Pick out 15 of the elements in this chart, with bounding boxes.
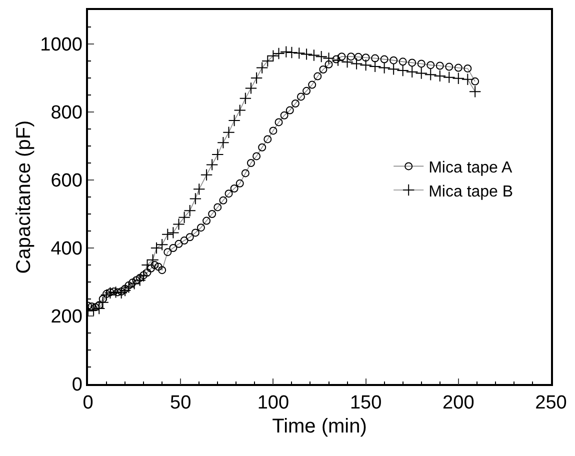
- x-tick-label: 50: [170, 392, 192, 414]
- y-tick-label: 0: [72, 374, 82, 396]
- legend-label: Mica tape B: [428, 183, 514, 200]
- y-axis-title: Capacitance (pF): [13, 120, 36, 274]
- x-tick-label: 200: [442, 392, 474, 414]
- y-tick-label: 600: [50, 170, 82, 192]
- x-tick-label: 150: [350, 392, 382, 414]
- y-tick-label: 200: [50, 306, 82, 328]
- y-tick-label: 400: [50, 238, 82, 260]
- y-tick-label: 800: [50, 102, 82, 124]
- x-tick-label: 250: [535, 392, 567, 414]
- legend-label: Mica tape A: [428, 159, 513, 176]
- y-tick-label: 1000: [40, 34, 82, 56]
- x-axis-title: Time (min): [272, 416, 367, 438]
- x-tick-label: 100: [257, 392, 290, 414]
